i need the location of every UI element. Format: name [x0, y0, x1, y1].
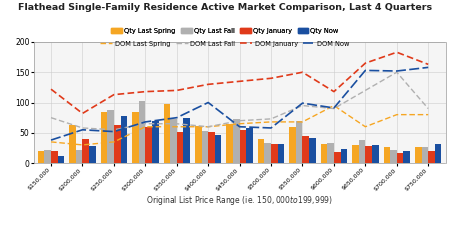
Bar — [38, 151, 45, 163]
Bar — [383, 147, 390, 163]
Legend: Qty Last Spring, Qty Last Fall, Qty January, Qty Now: Qty Last Spring, Qty Last Fall, Qty Janu… — [111, 28, 339, 34]
Bar — [352, 145, 359, 163]
Bar — [132, 112, 139, 163]
Bar — [114, 125, 121, 163]
Bar — [170, 120, 177, 163]
Bar — [246, 128, 253, 163]
Bar — [321, 144, 327, 163]
Bar — [208, 132, 215, 163]
Bar — [101, 112, 107, 163]
Legend: DOM Last Spring, DOM Last Fall, DOM January, DOM Now: DOM Last Spring, DOM Last Fall, DOM Janu… — [100, 41, 350, 47]
Bar — [390, 150, 397, 163]
Bar — [302, 136, 309, 163]
Bar — [397, 153, 403, 163]
Bar — [45, 150, 51, 163]
Bar — [76, 150, 82, 163]
Bar — [82, 139, 89, 163]
Bar — [309, 138, 316, 163]
Bar — [278, 144, 284, 163]
Bar — [226, 124, 233, 163]
Bar — [239, 130, 246, 163]
Bar — [341, 149, 347, 163]
Bar — [51, 151, 58, 163]
Bar — [296, 121, 302, 163]
Bar — [365, 146, 372, 163]
Bar — [89, 146, 96, 163]
Bar — [152, 121, 158, 163]
Bar — [202, 131, 208, 163]
Bar — [265, 143, 271, 163]
Bar — [415, 147, 422, 163]
Bar — [372, 145, 378, 163]
Bar — [258, 139, 265, 163]
Bar — [183, 118, 190, 163]
Text: Flathead Single-Family Residence Active Market Comparison, Last 4 Quarters: Flathead Single-Family Residence Active … — [18, 3, 432, 13]
Bar — [58, 156, 64, 163]
Bar — [435, 144, 441, 163]
Bar — [422, 147, 428, 163]
Bar — [289, 127, 296, 163]
Bar — [359, 140, 365, 163]
Bar — [177, 132, 183, 163]
Bar — [428, 151, 435, 163]
Bar — [403, 151, 410, 163]
Bar — [163, 104, 170, 163]
Bar — [195, 126, 202, 163]
Bar — [233, 120, 239, 163]
Bar — [334, 152, 341, 163]
Bar — [107, 110, 114, 163]
Bar — [271, 144, 278, 163]
X-axis label: Original List Price Range (ie. $150,000 to $199,999): Original List Price Range (ie. $150,000 … — [146, 194, 333, 207]
Bar — [327, 143, 334, 163]
Text: © Copyright 2019 by Richard Garrett Dews. All rights reserved.: © Copyright 2019 by Richard Garrett Dews… — [5, 216, 229, 223]
Bar — [145, 127, 152, 163]
Bar — [139, 101, 145, 163]
Bar — [121, 116, 127, 163]
Bar — [69, 125, 76, 163]
Bar — [215, 135, 221, 163]
